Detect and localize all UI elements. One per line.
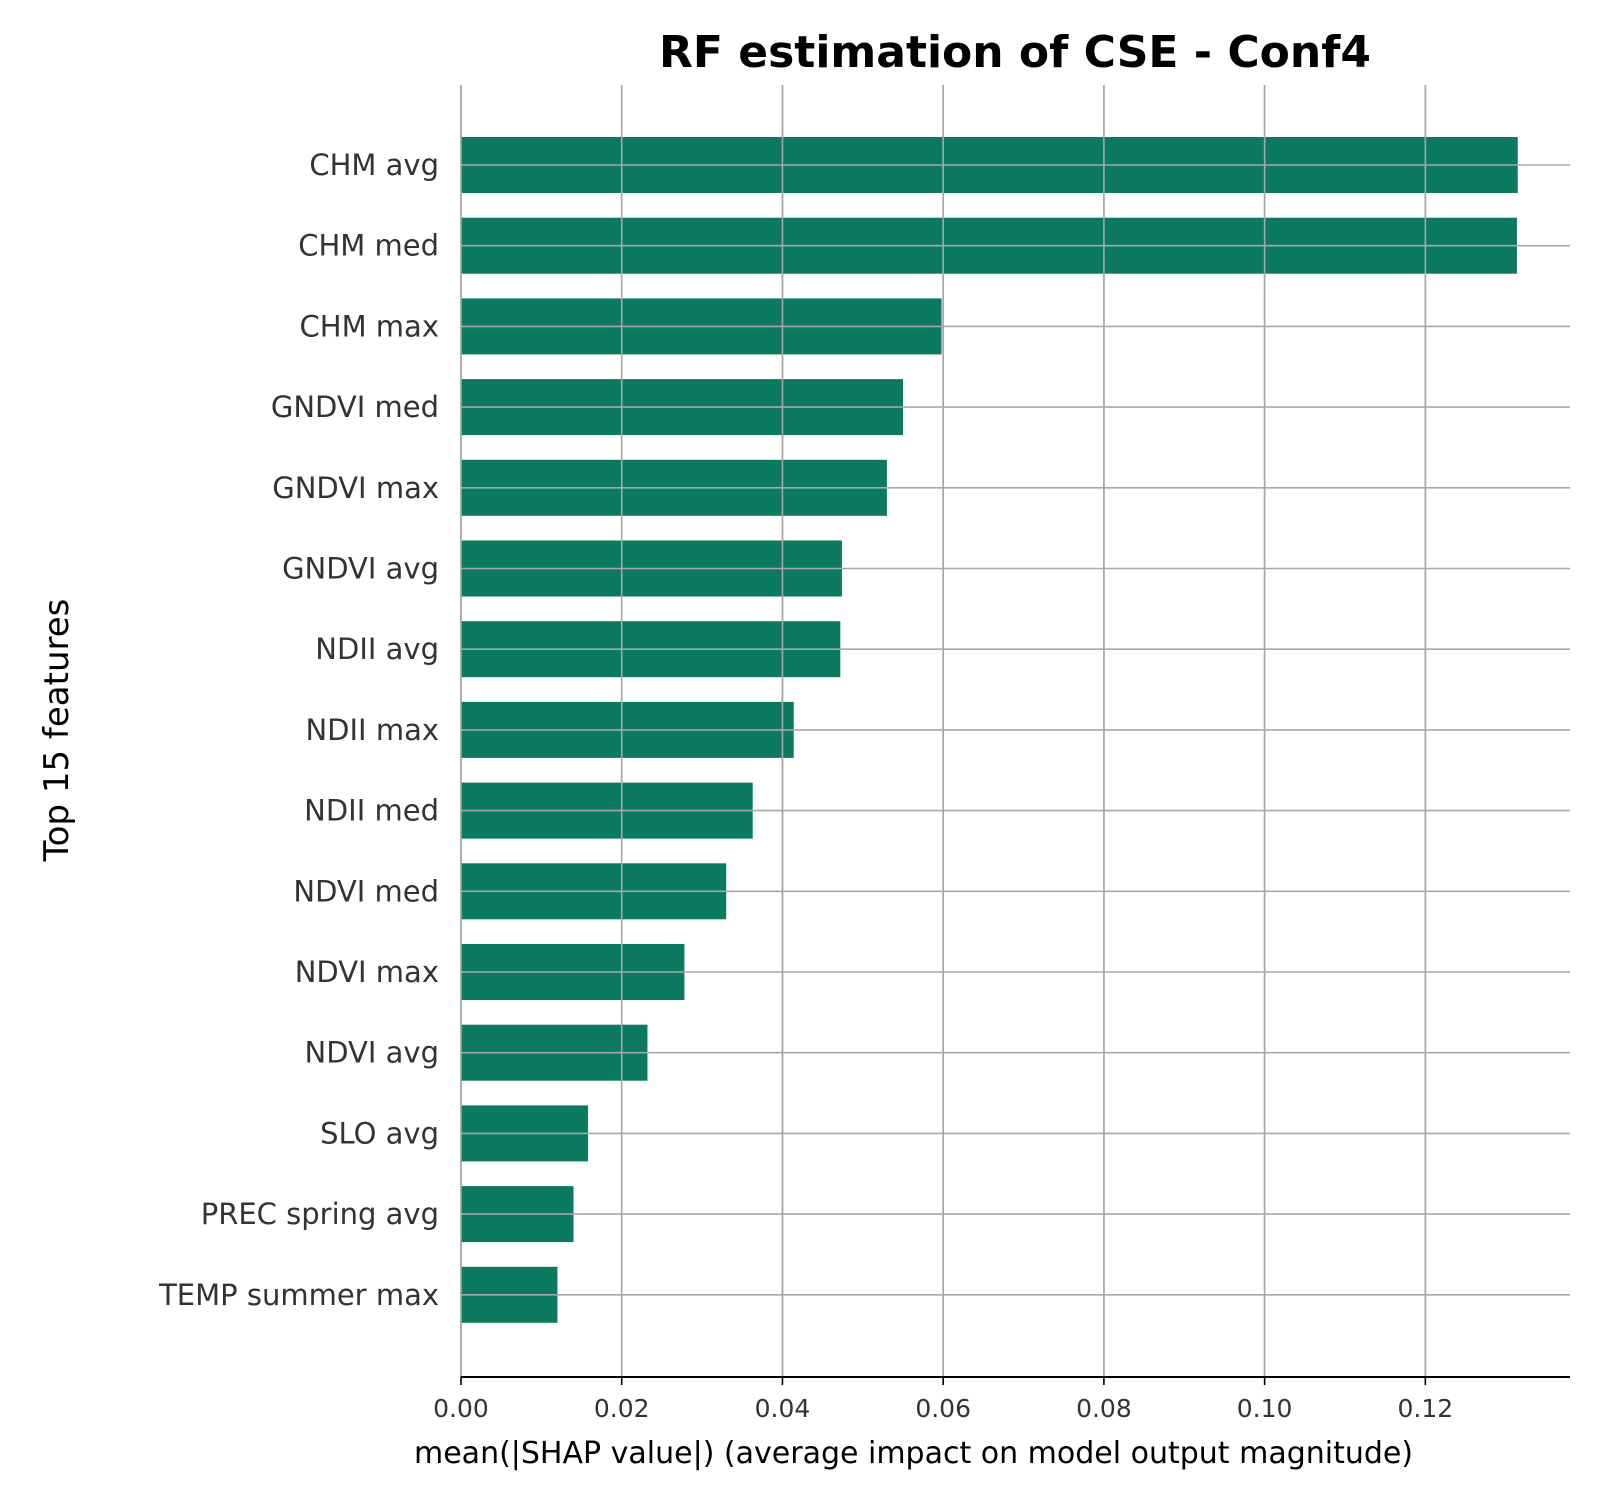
y-tick-label: NDII med (304, 794, 439, 828)
x-tick-label: 0.04 (755, 1394, 811, 1423)
x-tick-label: 0.12 (1398, 1394, 1454, 1423)
y-tick-label: CHM max (300, 309, 439, 343)
y-tick-label: CHM avg (309, 148, 439, 182)
y-tick-labels: CHM avg CHM med CHM max GNDVI med GNDVI max G… (158, 148, 439, 1312)
y-tick-label: PREC spring avg (201, 1197, 439, 1231)
x-tick-labels: 0.00 0.02 0.04 0.06 0.08 0.10 0.12 (433, 1377, 1453, 1423)
x-tick-label: 0.02 (594, 1394, 650, 1423)
y-tick-label: TEMP summer max (158, 1278, 439, 1312)
y-tick-label: SLO avg (320, 1116, 439, 1150)
bar-layer (460, 85, 1570, 1377)
x-axis-title: mean(|SHAP value|) (average impact on mo… (414, 1436, 1413, 1471)
x-tick-label: 0.10 (1237, 1394, 1293, 1423)
y-tick-label: CHM med (298, 229, 439, 263)
y-tick-label: NDVI med (293, 874, 439, 908)
x-tick-label: 0.06 (915, 1394, 971, 1423)
y-tick-label: NDVI avg (305, 1036, 439, 1070)
x-tick-label: 0.08 (1076, 1394, 1132, 1423)
y-tick-label: GNDVI max (272, 471, 439, 505)
y-tick-label: NDII avg (315, 632, 439, 666)
y-tick-label: GNDVI med (271, 390, 439, 424)
y-tick-label: NDII max (305, 713, 439, 747)
chart-title: RF estimation of CSE - Conf4 (659, 27, 1371, 78)
y-tick-label: GNDVI avg (282, 552, 439, 586)
x-tick-label: 0.00 (433, 1394, 489, 1423)
y-tick-label: NDVI max (295, 955, 439, 989)
y-axis-title: Top 15 features (37, 599, 77, 863)
